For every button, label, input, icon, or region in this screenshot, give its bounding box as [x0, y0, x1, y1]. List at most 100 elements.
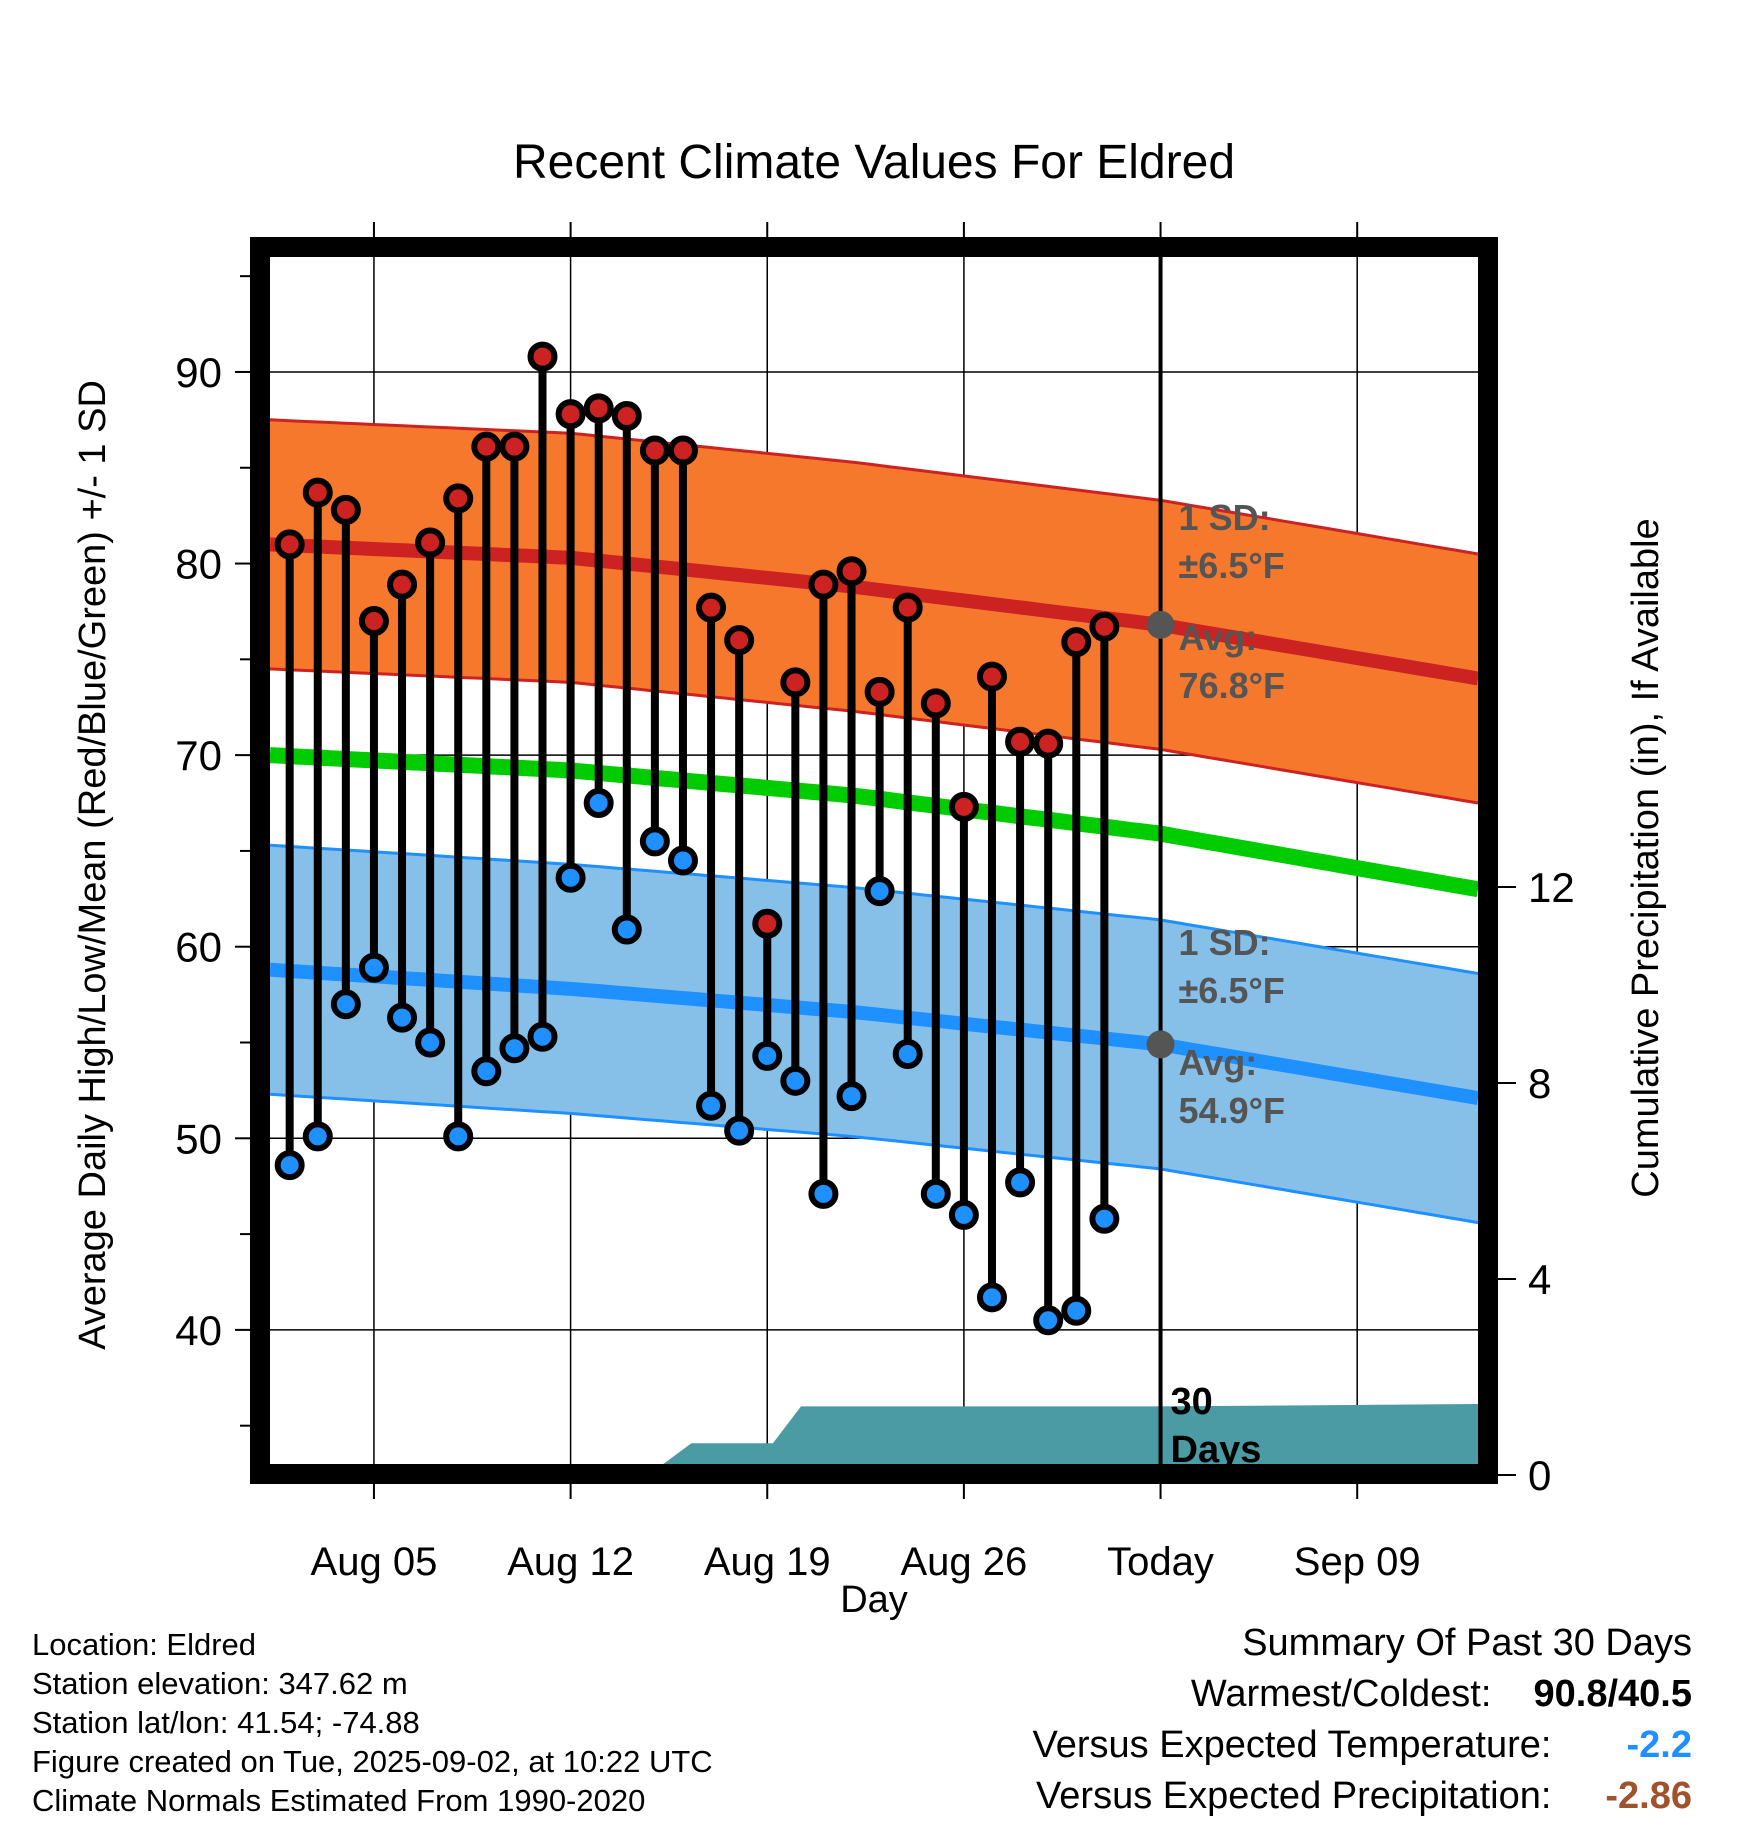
high-point — [330, 494, 361, 525]
high-point — [1033, 728, 1064, 759]
low-point — [471, 1056, 502, 1087]
low-point — [836, 1081, 867, 1112]
summary-panel: Summary Of Past 30 Days Warmest/Coldest:… — [1033, 1618, 1692, 1822]
y-axis-label: Average Daily High/Low/Mean (Red/Blue/Gr… — [72, 380, 114, 1350]
x-tick-label: Sep 09 — [1294, 1540, 1421, 1584]
low-avg-value: 54.9°F — [1179, 1090, 1285, 1131]
temp-value: -2.2 — [1626, 1724, 1692, 1766]
y-tick-label: 90 — [175, 349, 222, 396]
x-tick-label: Aug 12 — [507, 1540, 634, 1584]
low-point — [499, 1033, 530, 1064]
low-sd-label: 1 SD: — [1179, 922, 1271, 963]
high-point — [696, 592, 727, 623]
low-point — [976, 1282, 1007, 1313]
high-band — [270, 419, 1478, 803]
high-point — [1005, 726, 1036, 757]
y-tick-label: 40 — [175, 1307, 222, 1354]
high-point — [836, 556, 867, 587]
high-sd-value: ±6.5°F — [1179, 545, 1285, 586]
high-point — [302, 477, 333, 508]
low-point — [948, 1199, 979, 1230]
info-created: Figure created on Tue, 2025-09-02, at 10… — [32, 1744, 713, 1779]
high-point — [948, 791, 979, 822]
low-point — [330, 989, 361, 1020]
low-point — [920, 1178, 951, 1209]
station-info: Location: Eldred Station elevation: 347.… — [32, 1625, 713, 1820]
y2-tick-label: 0 — [1528, 1452, 1551, 1499]
low-point — [1033, 1305, 1064, 1336]
low-band — [270, 845, 1478, 1223]
high-avg-value: 76.8°F — [1179, 665, 1285, 706]
high-point — [471, 431, 502, 462]
low-point — [892, 1039, 923, 1070]
high-point — [387, 569, 418, 600]
info-latlon: Station lat/lon: 41.54; -74.88 — [32, 1705, 420, 1740]
low-point — [274, 1150, 305, 1181]
high-point — [808, 569, 839, 600]
high-point — [499, 431, 530, 462]
high-point — [583, 393, 614, 424]
low-point — [724, 1115, 755, 1146]
high-avg-label: Avg: — [1179, 617, 1258, 658]
mean-avg-line — [269, 747, 1480, 898]
low-point — [555, 862, 586, 893]
x-tick-label: Aug 26 — [901, 1540, 1028, 1584]
high-point — [1089, 611, 1120, 642]
summary-temp-row: Versus Expected Temperature: -2.2 — [1033, 1720, 1692, 1771]
high-point — [415, 527, 446, 558]
summary-precip-row: Versus Expected Precipitation: -2.86 — [1033, 1771, 1692, 1822]
high-point — [892, 592, 923, 623]
normal-labels: 1 SD: ±6.5°F Avg: 76.8°F 1 SD: ±6.5°F Avg: 54.9… — [1171, 497, 1285, 1471]
low-point — [864, 876, 895, 907]
low-point — [302, 1121, 333, 1152]
high-point — [611, 401, 642, 432]
high-point — [920, 688, 951, 719]
y2-axis-label: Cumulative Precipitation (in), If Availa… — [1625, 518, 1667, 1197]
high-point — [274, 529, 305, 560]
info-elevation: Station elevation: 347.62 m — [32, 1666, 408, 1701]
low-avg-line — [269, 962, 1480, 1105]
high-point — [443, 483, 474, 514]
daily-bars — [274, 257, 1175, 1464]
low-point — [808, 1178, 839, 1209]
low-point — [358, 952, 389, 983]
low-point — [527, 1021, 558, 1052]
high-point — [780, 667, 811, 698]
high-upper-edge — [269, 418, 1479, 556]
x-axis-label: Day — [840, 1579, 908, 1620]
x-tick-label: Today — [1107, 1540, 1214, 1584]
low-point — [1061, 1295, 1092, 1326]
warmest-value: 90.8/40.5 — [1533, 1673, 1692, 1715]
today-high-avg-dot — [1146, 610, 1175, 639]
normal-bands — [269, 418, 1480, 1225]
period-label-line2: Days — [1171, 1429, 1262, 1471]
summary-warmest-row: Warmest/Coldest: 90.8/40.5 — [1033, 1669, 1692, 1720]
high-point — [358, 606, 389, 637]
temp-label: Versus Expected Temperature: — [1032, 1724, 1552, 1766]
low-point — [667, 845, 698, 876]
low-point — [696, 1090, 727, 1121]
high-point — [639, 435, 670, 466]
chart-title: Recent Climate Values For Eldred — [513, 136, 1235, 189]
high-point — [976, 661, 1007, 692]
high-avg-line — [269, 537, 1480, 686]
summary-title: Summary Of Past 30 Days — [1242, 1622, 1692, 1664]
low-point — [752, 1040, 783, 1071]
x-tick-label: Aug 05 — [311, 1540, 438, 1584]
low-point — [443, 1121, 474, 1152]
y2-tick-label: 4 — [1528, 1256, 1551, 1303]
low-point — [415, 1027, 446, 1058]
high-point — [864, 676, 895, 707]
y-tick-label: 80 — [175, 541, 222, 588]
low-point — [780, 1065, 811, 1096]
x-tick-label: Aug 19 — [704, 1540, 831, 1584]
high-point — [667, 435, 698, 466]
warmest-label: Warmest/Coldest: — [1190, 1673, 1492, 1715]
high-point — [1061, 627, 1092, 658]
high-point — [724, 625, 755, 656]
period-label-line1: 30 — [1171, 1381, 1213, 1423]
precip-label: Versus Expected Precipitation: — [1036, 1775, 1552, 1817]
low-sd-value: ±6.5°F — [1179, 970, 1285, 1011]
y-tick-label: 50 — [175, 1115, 222, 1162]
y2-tick-label: 12 — [1528, 864, 1575, 911]
